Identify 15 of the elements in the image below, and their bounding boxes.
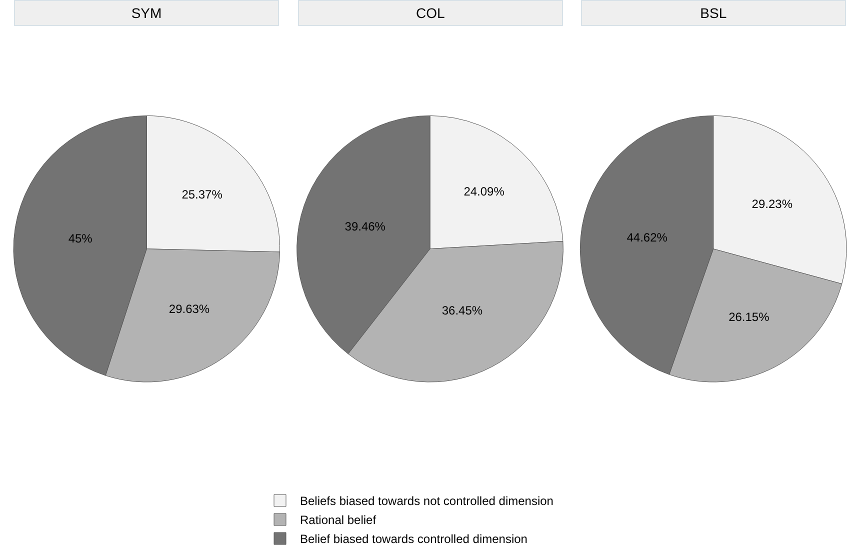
data-label: 36.45% (442, 304, 483, 318)
data-label: 29.23% (752, 196, 793, 211)
data-label: 45% (68, 231, 93, 246)
legend-label: Belief biased towards controlled dimension (300, 532, 528, 546)
data-label: 39.46% (344, 220, 386, 234)
data-label: 24.09% (464, 184, 505, 198)
chart-title: COL (416, 5, 445, 21)
chart-title: SYM (131, 5, 162, 21)
data-label: 44.62% (626, 230, 668, 245)
legend-label: Beliefs biased towards not controlled dimension (300, 494, 554, 508)
data-label: 29.63% (168, 302, 210, 316)
chart-title: BSL (700, 5, 727, 21)
legend-label: Rational belief (300, 513, 377, 528)
data-label: 26.15% (728, 310, 770, 324)
data-label: 25.37% (182, 188, 223, 202)
